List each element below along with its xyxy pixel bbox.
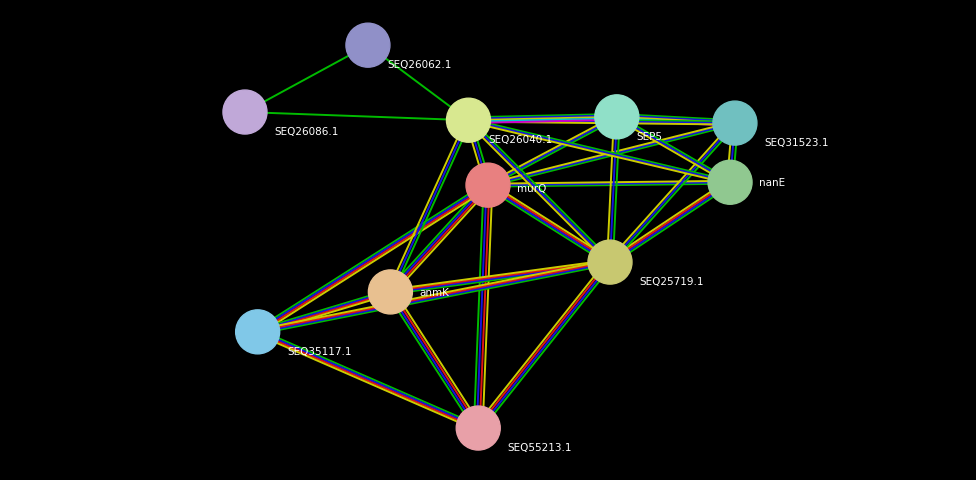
Ellipse shape — [368, 270, 413, 314]
Text: SEQ25719.1: SEQ25719.1 — [639, 277, 704, 287]
Text: SEQ26040.1: SEQ26040.1 — [488, 135, 552, 145]
Ellipse shape — [712, 102, 757, 146]
Text: SEP5: SEP5 — [636, 132, 663, 142]
Text: SEQ26086.1: SEQ26086.1 — [274, 127, 339, 137]
Text: SEQ35117.1: SEQ35117.1 — [287, 347, 351, 356]
Text: SEQ55213.1: SEQ55213.1 — [508, 443, 572, 452]
Ellipse shape — [456, 406, 501, 450]
Text: murQ: murQ — [517, 183, 547, 193]
Ellipse shape — [708, 161, 752, 205]
Ellipse shape — [346, 24, 390, 68]
Text: nanE: nanE — [759, 178, 786, 188]
Ellipse shape — [594, 96, 639, 140]
Text: SEQ26062.1: SEQ26062.1 — [387, 60, 452, 70]
Ellipse shape — [588, 240, 632, 285]
Ellipse shape — [446, 99, 491, 143]
Ellipse shape — [466, 164, 510, 208]
Text: anmK: anmK — [420, 288, 450, 297]
Ellipse shape — [223, 91, 267, 135]
Ellipse shape — [235, 310, 280, 354]
Text: SEQ31523.1: SEQ31523.1 — [764, 138, 829, 148]
